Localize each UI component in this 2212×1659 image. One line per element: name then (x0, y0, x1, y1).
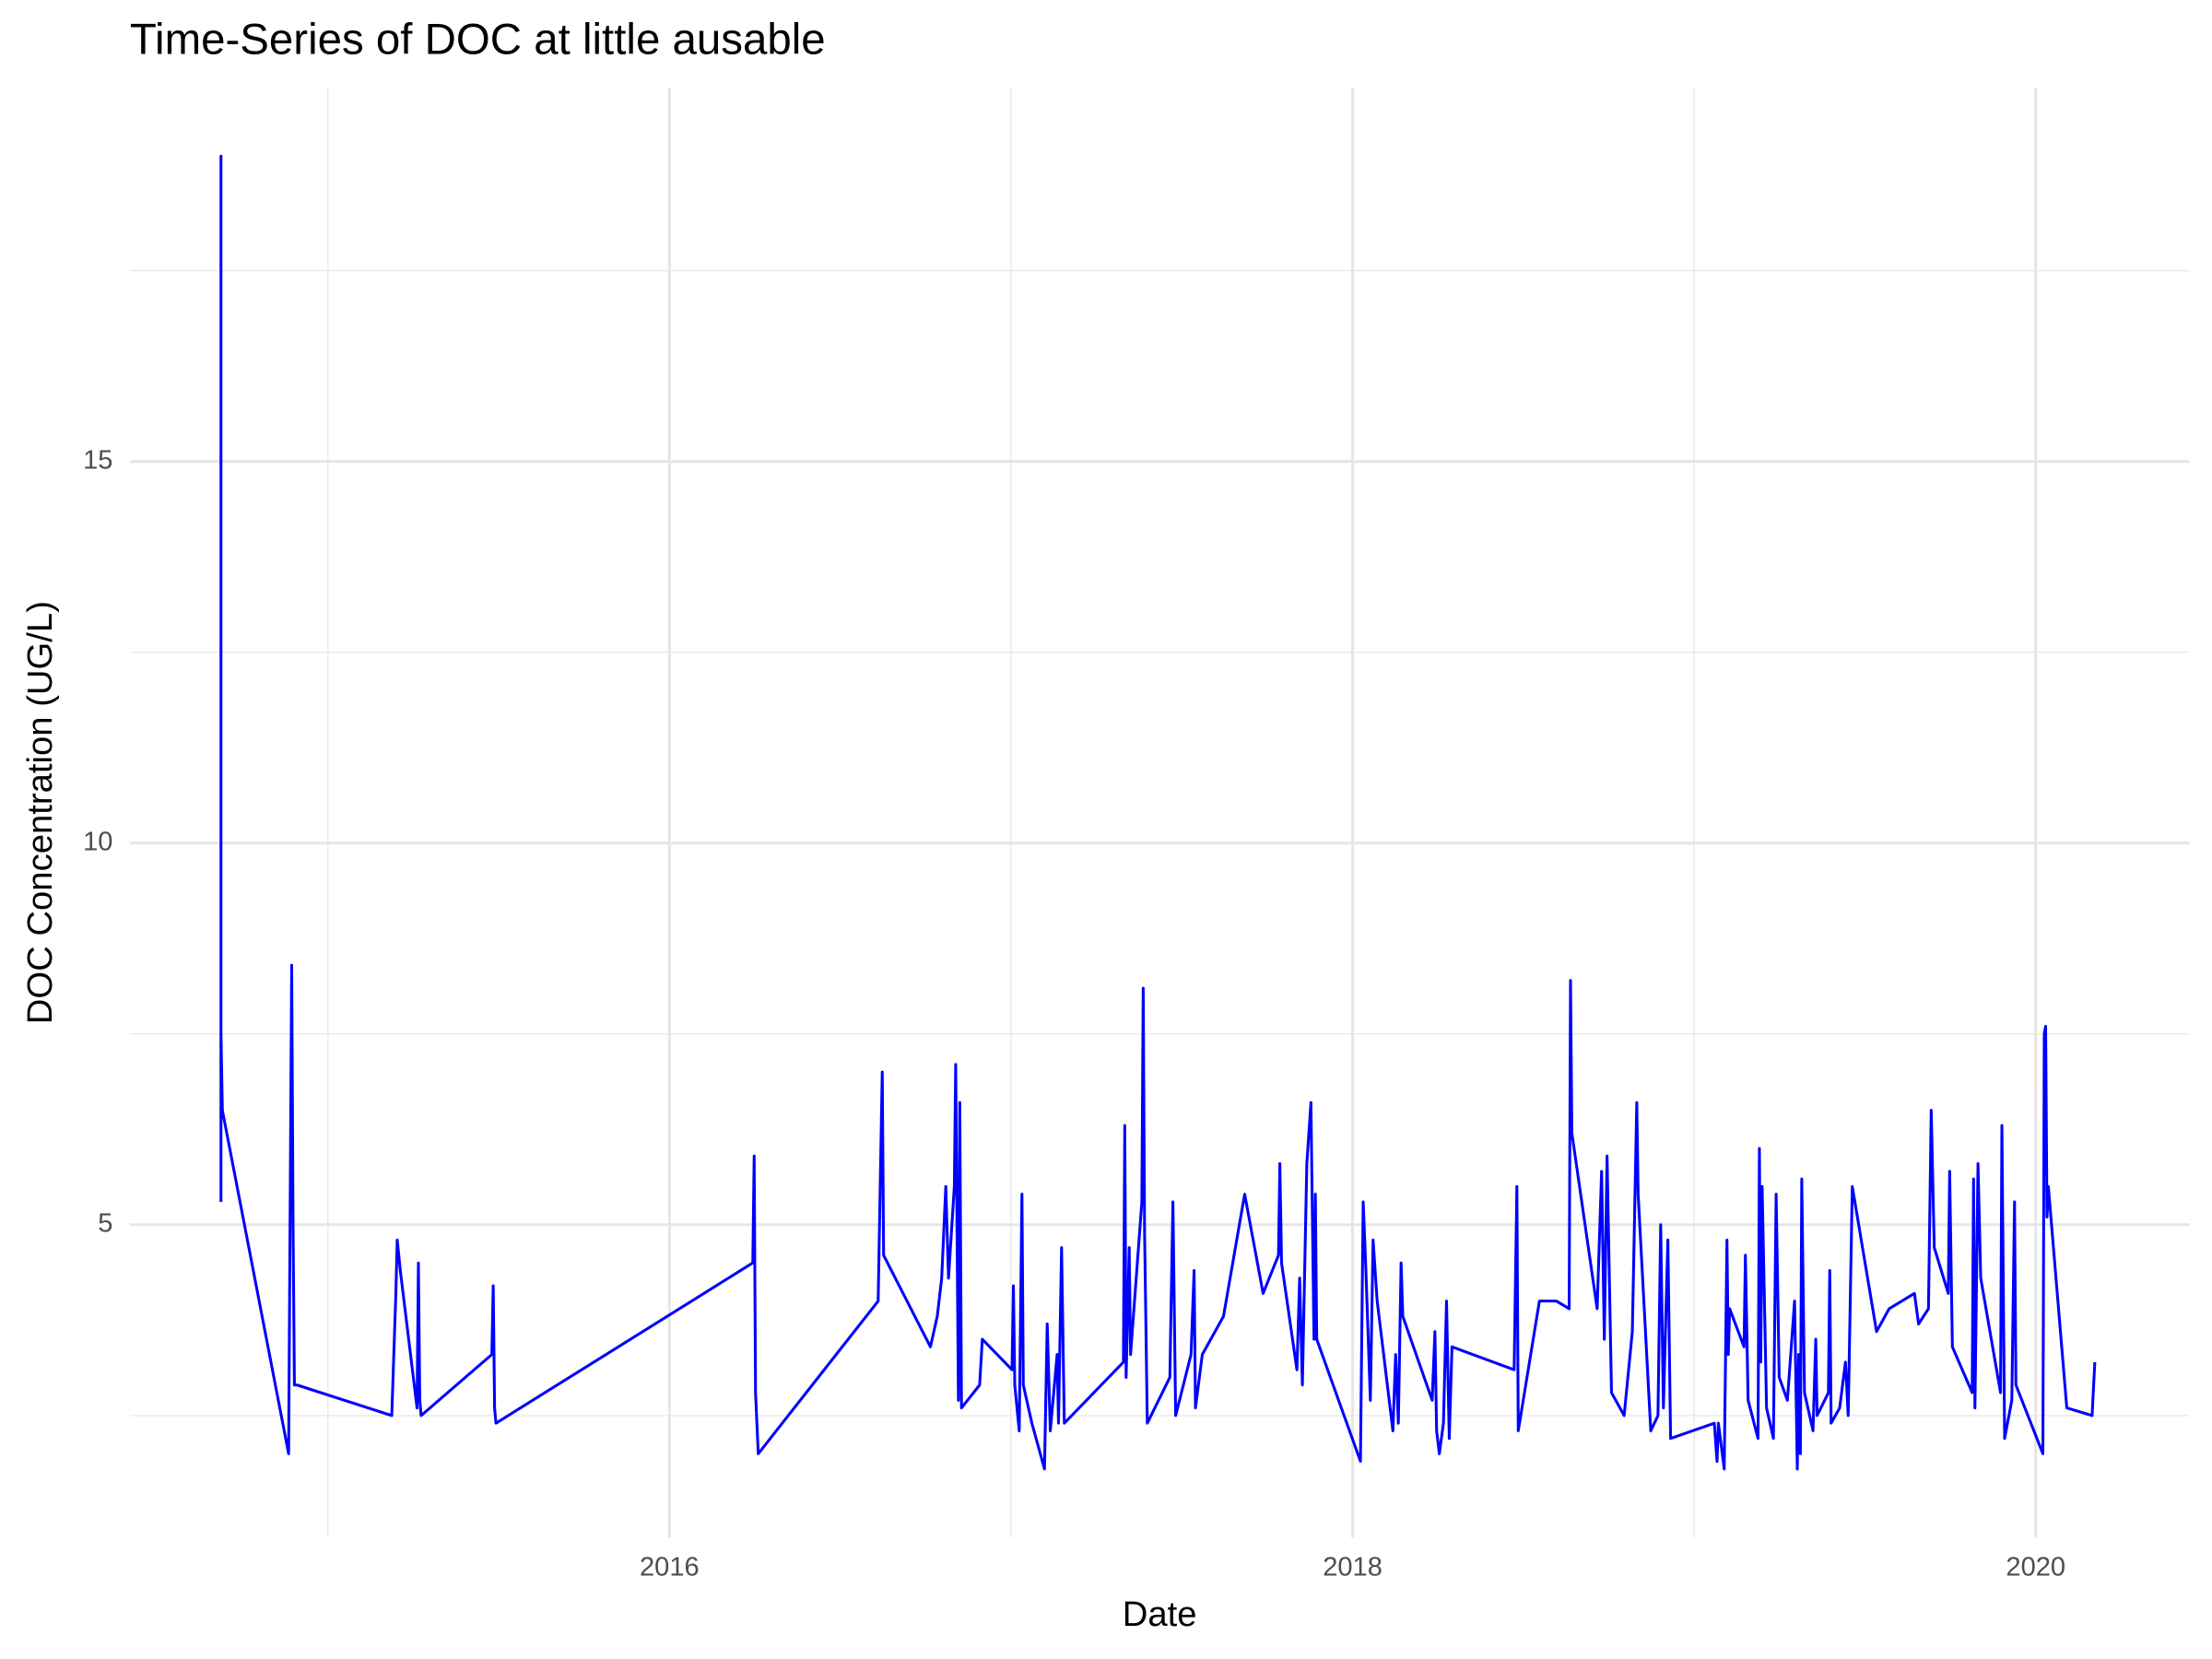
y-axis-title: DOC Concentration (UG/L) (20, 601, 60, 1024)
plot-area (219, 154, 2097, 1471)
grid (129, 87, 2190, 1538)
x-tick-label: 2020 (2006, 1553, 2065, 1583)
y-tick-label: 10 (83, 827, 112, 856)
x-tick-label: 2018 (1323, 1553, 1382, 1583)
y-tick-label: 5 (98, 1209, 112, 1239)
x-tick-label: 2016 (640, 1553, 700, 1583)
x-axis-title: Date (1123, 1594, 1197, 1634)
y-tick-label: 15 (83, 445, 112, 475)
chart-title: Time-Series of DOC at little ausable (130, 15, 826, 64)
data-line (219, 154, 2097, 1471)
